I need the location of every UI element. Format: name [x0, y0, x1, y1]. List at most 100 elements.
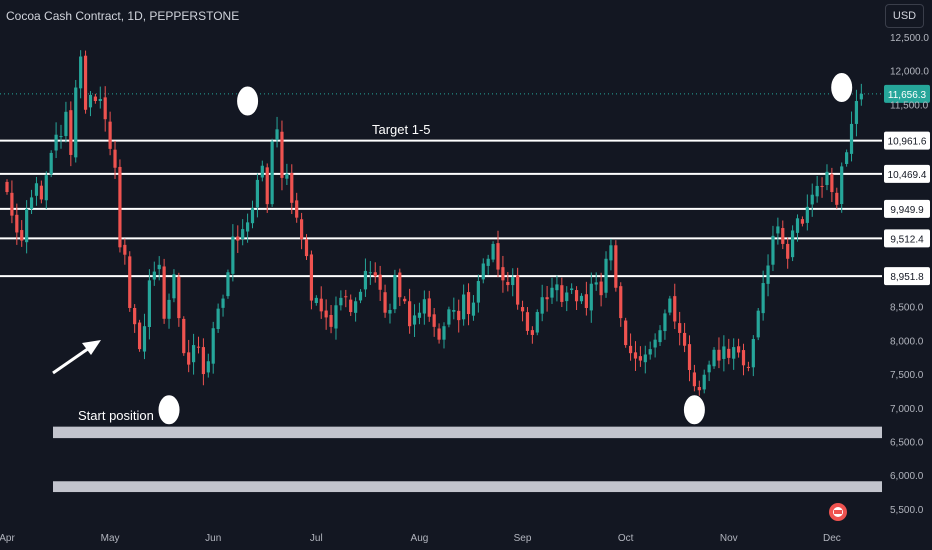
- candle-body: [712, 349, 716, 367]
- candle-body: [172, 274, 176, 299]
- candle-body: [383, 292, 387, 313]
- candle-body: [260, 165, 264, 178]
- candle-body: [447, 309, 451, 325]
- start-position-label: Start position: [78, 408, 154, 423]
- candle-body: [776, 226, 780, 234]
- candle-body: [142, 326, 147, 352]
- candle-body: [732, 347, 736, 359]
- y-tick-label: 7,000.0: [890, 404, 924, 415]
- candle-body: [820, 185, 824, 187]
- candle-body: [290, 173, 294, 203]
- candle-body: [388, 310, 392, 314]
- y-tick-label: 7,500.0: [890, 370, 924, 381]
- x-tick-label: Oct: [618, 533, 634, 544]
- support-bands: [53, 426, 882, 493]
- candle-body: [34, 183, 39, 196]
- candle-body: [687, 344, 692, 371]
- y-tick-label: 8,500.0: [890, 303, 924, 314]
- currency-button[interactable]: USD: [885, 4, 924, 28]
- candle-body: [692, 372, 696, 387]
- candle-body: [756, 310, 760, 338]
- candle-body: [39, 185, 43, 200]
- level-label: 9,949.9: [890, 205, 924, 216]
- candle-body: [535, 312, 539, 333]
- circle-marker: [682, 394, 706, 426]
- price-axis: 10,961.6 10,469.4 9,949.9 9,512.4 8,951.8 11,…: [884, 33, 930, 516]
- candle-body: [555, 284, 559, 291]
- candle-body: [476, 281, 480, 303]
- candle-body: [810, 194, 814, 205]
- candle-body: [619, 286, 623, 319]
- candle-body: [29, 197, 34, 209]
- level-tag: [884, 164, 930, 183]
- candle-body: [682, 332, 687, 346]
- candle-body: [766, 265, 770, 284]
- candle-body: [432, 314, 436, 327]
- x-tick-label: Jul: [310, 533, 323, 544]
- candle-body: [565, 292, 569, 302]
- candle-body: [722, 346, 726, 359]
- candle-body: [378, 274, 382, 290]
- candle-body: [25, 208, 29, 243]
- candle-body: [506, 281, 510, 286]
- candle-body: [604, 258, 608, 293]
- candle-body: [319, 298, 323, 312]
- candle-body: [673, 296, 677, 322]
- candle-body: [88, 94, 93, 108]
- candle-body: [373, 272, 377, 277]
- candle-body: [74, 87, 78, 158]
- candle-body: [663, 313, 667, 332]
- candle-body: [285, 173, 289, 179]
- level-label: 9,512.4: [890, 234, 924, 245]
- candle-body: [196, 346, 201, 348]
- candle-body: [516, 275, 520, 305]
- candle-body: [250, 208, 255, 224]
- resistance-levels: [0, 93, 882, 278]
- candle-body: [93, 96, 97, 102]
- candle-body: [540, 297, 544, 314]
- candle-body: [69, 110, 73, 155]
- candle-body: [854, 101, 859, 124]
- candle-body: [840, 166, 844, 205]
- candle-body: [491, 243, 495, 260]
- candle-body: [427, 298, 431, 317]
- candle-body: [741, 350, 746, 366]
- candle-body: [511, 276, 515, 286]
- candle-body: [697, 387, 701, 391]
- target-label: Target 1-5: [372, 122, 431, 137]
- candle-body: [702, 374, 706, 390]
- candle-body: [177, 276, 181, 319]
- candle-body: [241, 229, 245, 239]
- candle-body: [64, 111, 68, 137]
- last-price-tag: [884, 84, 930, 103]
- support-band: [53, 481, 882, 493]
- candle-body: [486, 258, 490, 266]
- support-band: [53, 426, 882, 439]
- candle-body: [329, 315, 333, 327]
- candle-body: [128, 256, 132, 308]
- time-axis: Apr May Jun Jul Aug Sep Oct Nov Dec: [0, 533, 841, 544]
- candle-body: [83, 55, 88, 110]
- flag-icon[interactable]: [829, 503, 847, 521]
- candle-body: [59, 136, 63, 138]
- candle-body: [137, 322, 142, 350]
- level-tag: [884, 229, 930, 248]
- candle-body: [49, 152, 53, 175]
- candle-body: [358, 291, 363, 301]
- x-tick-label: May: [101, 533, 120, 544]
- candle-body: [187, 352, 191, 365]
- candle-body: [98, 98, 102, 102]
- candle-body: [727, 348, 731, 358]
- candle-body: [545, 297, 549, 300]
- candle-body: [349, 299, 353, 313]
- circle-marker: [236, 85, 260, 117]
- candle-body: [201, 347, 205, 375]
- candle-body: [589, 283, 593, 311]
- candle-body: [10, 192, 14, 216]
- arrow-up-right-icon: [52, 340, 101, 375]
- candle-body: [653, 339, 657, 348]
- candle-body: [103, 97, 107, 120]
- candle-body: [815, 185, 819, 197]
- candle-body: [231, 236, 235, 274]
